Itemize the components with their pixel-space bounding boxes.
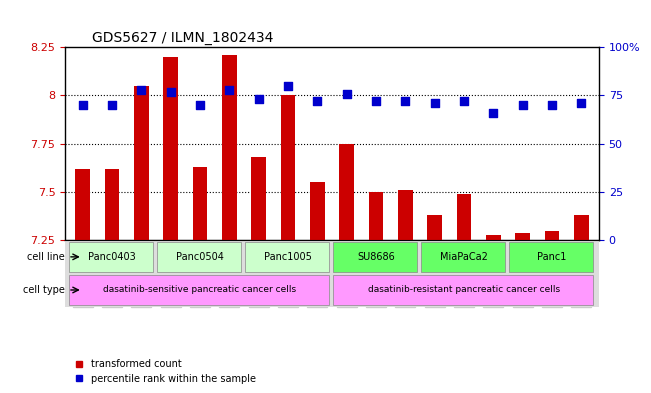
Point bbox=[430, 100, 440, 107]
Text: dasatinib-sensitive pancreatic cancer cells: dasatinib-sensitive pancreatic cancer ce… bbox=[104, 285, 297, 294]
Point bbox=[253, 96, 264, 103]
Bar bbox=[193, 167, 208, 240]
Text: cell line: cell line bbox=[27, 252, 64, 262]
Bar bbox=[545, 231, 559, 240]
Bar bbox=[222, 55, 237, 240]
FancyBboxPatch shape bbox=[245, 242, 329, 272]
Bar bbox=[163, 57, 178, 240]
Text: cell type: cell type bbox=[23, 285, 64, 295]
Point bbox=[165, 88, 176, 95]
Point bbox=[107, 102, 117, 108]
Point bbox=[518, 102, 528, 108]
Legend: transformed count, percentile rank within the sample: transformed count, percentile rank withi… bbox=[70, 356, 260, 388]
FancyBboxPatch shape bbox=[158, 242, 241, 272]
Point bbox=[576, 100, 587, 107]
Point bbox=[488, 110, 499, 116]
Point bbox=[77, 102, 88, 108]
FancyBboxPatch shape bbox=[70, 275, 329, 305]
Bar bbox=[310, 182, 325, 240]
FancyBboxPatch shape bbox=[333, 275, 593, 305]
FancyBboxPatch shape bbox=[510, 242, 593, 272]
Bar bbox=[456, 194, 471, 240]
FancyBboxPatch shape bbox=[333, 242, 417, 272]
Bar bbox=[486, 235, 501, 240]
Bar bbox=[574, 215, 589, 240]
Bar bbox=[368, 192, 383, 240]
Text: Panc0504: Panc0504 bbox=[176, 252, 224, 262]
Bar bbox=[427, 215, 442, 240]
Bar bbox=[398, 190, 413, 240]
Text: SU8686: SU8686 bbox=[357, 252, 395, 262]
Point bbox=[342, 90, 352, 97]
Point bbox=[400, 98, 411, 105]
Text: MiaPaCa2: MiaPaCa2 bbox=[440, 252, 488, 262]
Point bbox=[136, 86, 146, 93]
Point bbox=[371, 98, 381, 105]
Point bbox=[224, 86, 234, 93]
FancyBboxPatch shape bbox=[70, 242, 153, 272]
Text: GDS5627 / ILMN_1802434: GDS5627 / ILMN_1802434 bbox=[92, 31, 273, 45]
Point bbox=[459, 98, 469, 105]
Bar bbox=[281, 95, 296, 240]
Text: Panc1005: Panc1005 bbox=[264, 252, 312, 262]
Point bbox=[312, 98, 322, 105]
Point bbox=[195, 102, 205, 108]
Text: Panc1: Panc1 bbox=[537, 252, 566, 262]
Bar bbox=[516, 233, 530, 240]
Point bbox=[547, 102, 557, 108]
Bar bbox=[134, 86, 148, 240]
Bar bbox=[251, 157, 266, 240]
Bar bbox=[105, 169, 119, 240]
Text: dasatinib-resistant pancreatic cancer cells: dasatinib-resistant pancreatic cancer ce… bbox=[368, 285, 560, 294]
FancyBboxPatch shape bbox=[421, 242, 505, 272]
Point bbox=[283, 83, 293, 89]
Bar bbox=[339, 144, 354, 240]
Bar bbox=[76, 169, 90, 240]
Text: Panc0403: Panc0403 bbox=[88, 252, 136, 262]
